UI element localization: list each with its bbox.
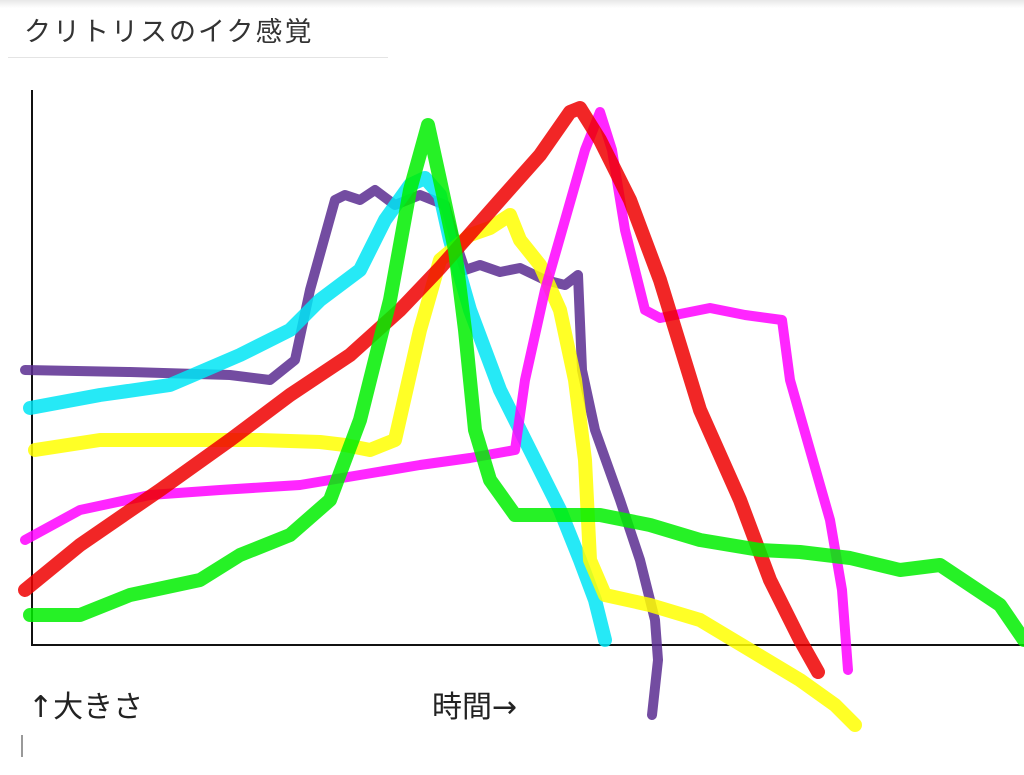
top-band (0, 0, 1024, 8)
x-axis-label: 時間→ (432, 690, 518, 725)
yellow-curve (28, 208, 862, 732)
y-axis-label: ↑大きさ (28, 690, 144, 725)
title-rule (8, 57, 388, 58)
red-curve (18, 101, 825, 679)
title: クリトリスのイク感覚 (24, 17, 314, 48)
green-curve (23, 118, 1024, 647)
